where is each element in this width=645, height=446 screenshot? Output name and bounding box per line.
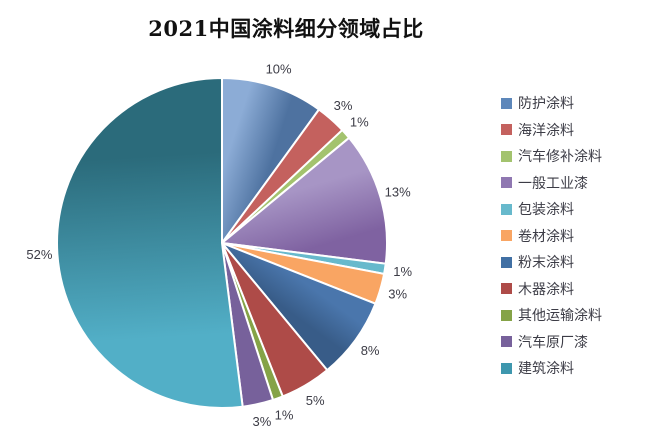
legend-label: 卷材涂料 [518,227,574,244]
legend-swatch [501,362,512,374]
legend-label: 包装涂料 [518,201,574,218]
slice-label: 1% [275,408,294,423]
legend-item: 防护涂料 [501,90,602,117]
slice-label: 3% [388,287,407,302]
legend-label: 汽车修补涂料 [518,148,602,165]
slice-label: 3% [334,98,353,113]
legend-swatch [501,230,512,242]
slice-label: 13% [385,184,411,199]
slice-label: 8% [361,343,380,358]
legend-item: 一般工业漆 [501,170,602,197]
slice-label: 3% [253,414,272,429]
legend-item: 海洋涂料 [501,117,602,144]
legend-swatch [501,150,512,162]
legend-label: 一般工业漆 [518,174,588,191]
legend-swatch [501,336,512,348]
legend-item: 汽车修补涂料 [501,143,602,170]
legend-item: 汽车原厂漆 [501,329,602,356]
legend-item: 卷材涂料 [501,223,602,250]
legend-swatch [501,283,512,295]
pie-slice [56,77,244,409]
legend-swatch [501,124,512,136]
legend-swatch [501,203,512,215]
legend-item: 其他运输涂料 [501,302,602,329]
slice-label: 1% [393,264,412,279]
legend-label: 汽车原厂漆 [518,333,588,350]
legend-swatch [501,309,512,321]
pie-slice [221,136,388,265]
legend-item: 木器涂料 [501,276,602,303]
slice-label: 52% [26,247,52,262]
legend-label: 粉末涂料 [518,254,574,271]
legend-item: 粉末涂料 [501,249,602,276]
legend-item: 包装涂料 [501,196,602,223]
chart-legend: 防护涂料海洋涂料汽车修补涂料 一般工业漆包装涂料卷材涂料粉末涂料木器涂料其他运输涂… [501,90,602,382]
legend-label: 建筑涂料 [518,360,574,377]
legend-swatch [501,177,512,189]
slice-label: 1% [350,115,369,130]
slice-labels-group: 10%3%1%13%1%3%8%5%1%3%52% [26,62,412,430]
chart-title: 2021中国涂料细分领域占比 [148,16,424,41]
legend-swatch [501,256,512,268]
slice-label: 5% [306,393,325,408]
legend-label: 海洋涂料 [518,121,574,138]
legend-label: 其他运输涂料 [518,307,602,324]
slice-label: 10% [266,62,292,77]
legend-label: 防护涂料 [518,95,574,112]
pie-slices-group [56,77,388,409]
pie-slice [221,77,320,244]
legend-label: 木器涂料 [518,280,574,297]
legend-swatch [501,97,512,109]
legend-item: 建筑涂料 [501,355,602,382]
